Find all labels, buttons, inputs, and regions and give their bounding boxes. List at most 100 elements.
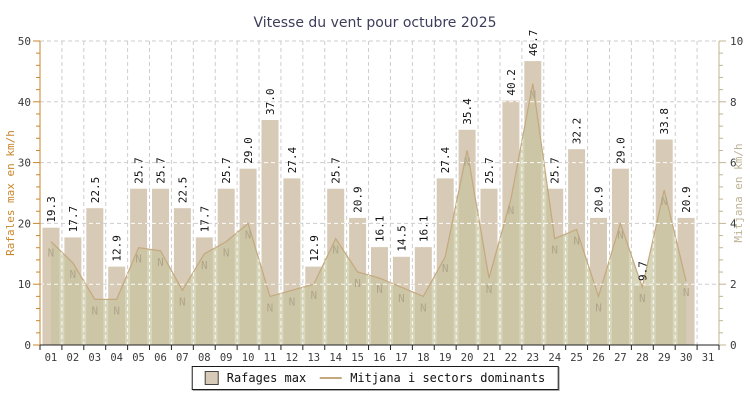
x-tick-label: 01 (45, 352, 58, 364)
x-tick-label: 09 (220, 352, 233, 364)
bar-value-label: 25.7 (155, 157, 168, 184)
bar-value-label: 46.7 (527, 30, 540, 57)
sector-label: N (91, 304, 98, 317)
sector-label: N (267, 301, 274, 314)
bar-value-label: 25.7 (330, 157, 343, 184)
sector-label: N (332, 244, 339, 257)
sector-label: N (508, 204, 515, 217)
sector-label: N (157, 256, 164, 269)
x-tick-label: 21 (483, 352, 496, 364)
bar-value-label: 12.9 (111, 235, 124, 262)
bar-value-label: 14.5 (395, 225, 408, 252)
right-tick-label: 2 (730, 278, 737, 291)
sector-label: N (661, 195, 668, 208)
sector-label: N (639, 292, 646, 305)
x-tick-label: 25 (570, 352, 583, 364)
left-tick-label: 0 (24, 339, 31, 352)
bar-value-label: 20.9 (593, 186, 606, 213)
sector-label: N (201, 259, 208, 272)
x-tick-label: 19 (439, 352, 452, 364)
x-tick-label: 07 (176, 352, 189, 364)
sector-label: N (376, 283, 383, 296)
x-tick-label: 29 (658, 352, 671, 364)
bar-value-label: 33.8 (658, 108, 671, 135)
x-tick-label: 24 (548, 352, 561, 364)
sector-label: N (289, 295, 296, 308)
bar-value-label: 17.7 (67, 206, 80, 233)
bar-value-label: 25.7 (133, 157, 146, 184)
right-tick-label: 10 (730, 35, 743, 48)
x-tick-label: 22 (505, 352, 518, 364)
sector-label: N (683, 286, 690, 299)
left-tick-label: 40 (18, 96, 31, 109)
sector-label: N (179, 295, 186, 308)
sector-label: N (398, 292, 405, 305)
bar-value-label: 25.7 (549, 157, 562, 184)
x-tick-label: 31 (702, 352, 715, 364)
bar-value-label: 40.2 (505, 69, 518, 96)
rafages-swatch-icon (204, 371, 219, 385)
bar-value-label: 25.7 (483, 157, 496, 184)
bar-value-label: 27.4 (439, 147, 452, 174)
sector-label: N (442, 262, 449, 275)
sector-label: N (354, 277, 361, 290)
bar-value-label: 29.0 (614, 137, 627, 164)
x-tick-label: 20 (461, 352, 474, 364)
sector-label: N (464, 155, 471, 168)
legend-item-mitjana: Mitjana i sectors dominants (320, 371, 545, 385)
x-tick-label: 13 (307, 352, 320, 364)
right-tick-label: 6 (730, 157, 737, 170)
x-tick-label: 10 (242, 352, 255, 364)
sector-label: N (573, 234, 580, 247)
left-tick-label: 10 (18, 278, 31, 291)
mitjana-area (51, 83, 687, 345)
bar-value-label: 20.9 (680, 186, 693, 213)
left-tick-label: 20 (18, 217, 31, 230)
right-axis-label: Mitjana en km/h (732, 143, 745, 242)
sector-label: N (595, 301, 602, 314)
x-tick-label: 05 (132, 352, 145, 364)
sector-label: N (310, 289, 317, 302)
left-tick-label: 30 (18, 157, 31, 170)
x-tick-label: 06 (154, 352, 167, 364)
x-tick-label: 08 (198, 352, 211, 364)
bar-value-label: 16.1 (374, 216, 387, 243)
bar-value-label: 37.0 (264, 89, 277, 116)
sector-label: N (420, 301, 427, 314)
x-tick-label: 04 (110, 352, 123, 364)
left-axis-label: Rafales max en km/h (4, 130, 17, 256)
x-tick-label: 30 (680, 352, 693, 364)
bar-value-label: 12.9 (308, 235, 321, 262)
sector-label: N (245, 228, 252, 241)
sector-label: N (135, 253, 142, 266)
bar-value-label: 32.2 (571, 118, 584, 145)
legend-rafages-label: Rafages max (226, 371, 307, 385)
right-tick-label: 8 (730, 96, 737, 109)
sector-label: N (70, 268, 77, 281)
x-tick-label: 15 (351, 352, 364, 364)
bar-value-label: 29.0 (242, 137, 255, 164)
mitjana-line (50, 83, 687, 300)
x-tick-label: 16 (373, 352, 386, 364)
x-tick-label: 27 (614, 352, 627, 364)
chart-title: Vitesse du vent pour octubre 2025 (253, 15, 496, 31)
bar-value-label: 35.4 (461, 98, 474, 125)
bar-value-label: 17.7 (198, 206, 211, 233)
right-tick-label: 4 (730, 217, 737, 230)
mitjana-line-swatch-icon (320, 377, 343, 379)
sector-label: N (530, 89, 537, 102)
sector-label: N (48, 247, 55, 260)
bar-value-label: 16.1 (417, 216, 430, 243)
bar-value-label: 20.9 (352, 186, 365, 213)
x-tick-label: 28 (636, 352, 649, 364)
sector-label: N (617, 228, 624, 241)
x-tick-label: 23 (526, 352, 539, 364)
x-tick-label: 17 (395, 352, 408, 364)
legend-box: Rafages max Mitjana i sectors dominants (191, 366, 559, 390)
bar-value-label: 27.4 (286, 147, 299, 174)
bar-value-label: 22.5 (89, 177, 102, 204)
legend-mitjana-label: Mitjana i sectors dominants (350, 371, 546, 385)
x-tick-label: 26 (592, 352, 605, 364)
